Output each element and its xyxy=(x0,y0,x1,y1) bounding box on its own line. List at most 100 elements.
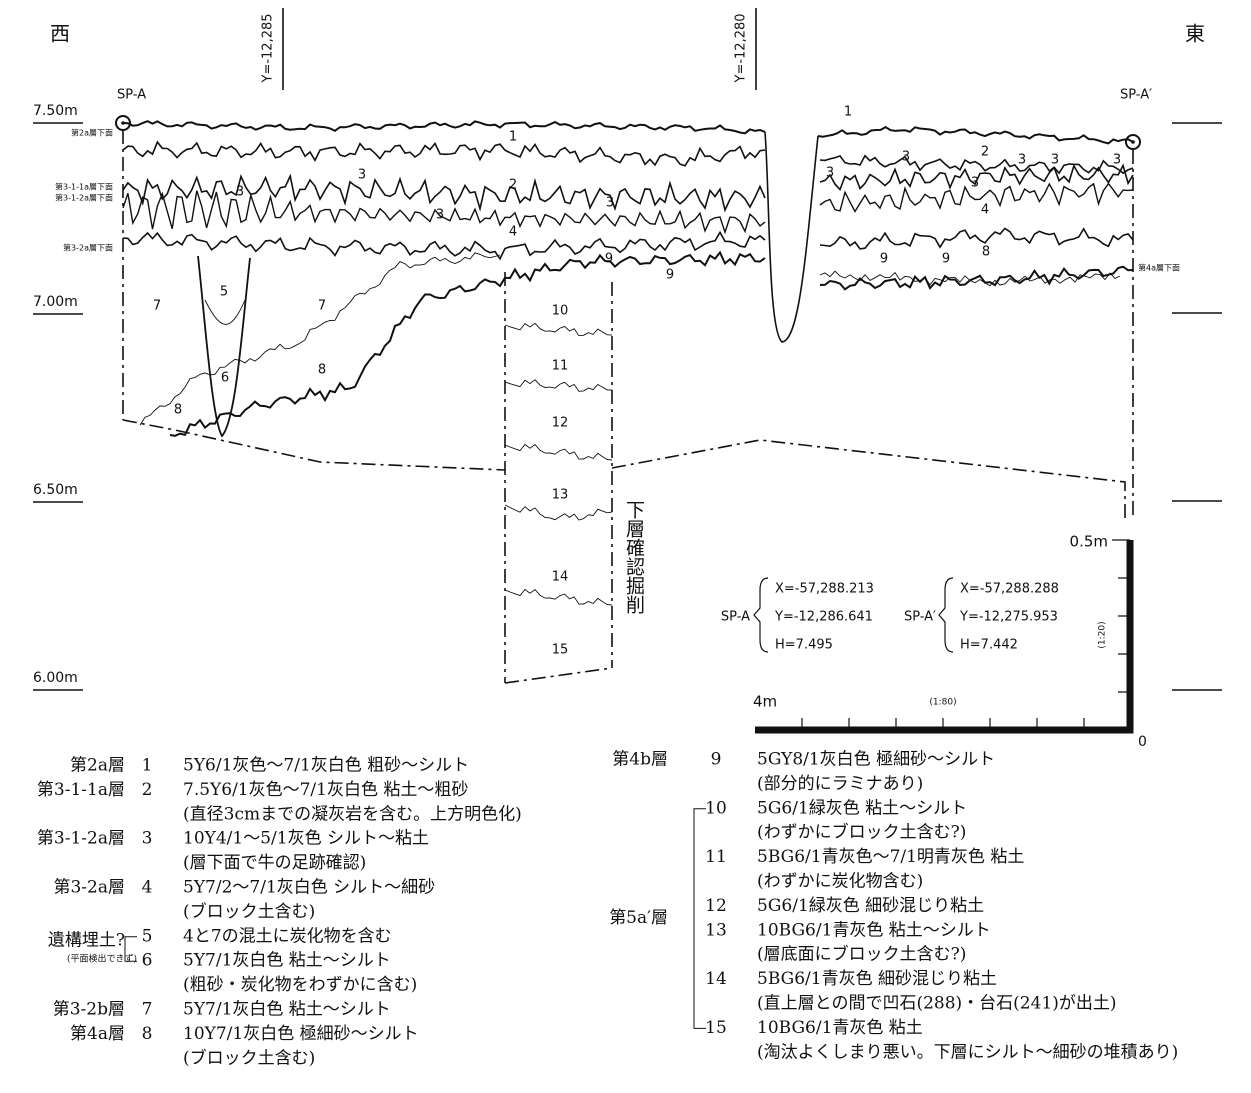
legend-number: 12 xyxy=(705,896,727,916)
layer-number: 8 xyxy=(318,363,326,378)
legend-layer: 第3-1-1a層 xyxy=(37,780,125,800)
layer-number: 6 xyxy=(221,371,229,386)
legend-text: (層底面にブロック土含む?) xyxy=(757,944,966,965)
scale-ratio: (1:80) xyxy=(929,698,956,708)
legend-number: 3 xyxy=(142,829,153,849)
legend-number: 6 xyxy=(142,951,153,971)
layer-number: 4 xyxy=(509,225,517,240)
surface-label: 第3-1-1a層下面 xyxy=(55,182,113,192)
coordinate: Y=-12,286.641 xyxy=(774,610,873,625)
layer-number: 9 xyxy=(880,252,888,267)
stratum-line xyxy=(140,253,500,425)
legend-text: 5G6/1緑灰色 細砂混じり粘土 xyxy=(757,896,984,916)
legend-text: 7.5Y6/1灰色〜7/1灰白色 粘土〜粗砂 xyxy=(183,780,468,800)
legend-text: 5Y7/2〜7/1灰白色 シルト〜細砂 xyxy=(183,878,435,898)
feature-line xyxy=(205,300,245,324)
feature-line xyxy=(198,256,250,436)
scale-label: 4m xyxy=(753,693,777,711)
legend-text: (層下面で牛の足跡確認) xyxy=(183,853,366,873)
legend-text: 5Y7/1灰白色 粘土〜シルト xyxy=(183,951,391,971)
legend-layer: 第3-1-2a層 xyxy=(37,829,125,849)
point-label: SP-A′ xyxy=(1120,88,1152,103)
direction-label: 東 xyxy=(1185,22,1205,46)
stratum-line xyxy=(820,271,1120,286)
legend-number: 5 xyxy=(142,926,153,946)
layer-number: 3 xyxy=(436,208,444,223)
legend-number: 9 xyxy=(711,750,722,770)
elevation-label: 7.50m xyxy=(33,103,78,119)
layer-number: 2 xyxy=(509,178,517,193)
stratum-line xyxy=(123,142,765,166)
elevation-label: 6.00m xyxy=(33,670,78,686)
stratum-line xyxy=(505,445,612,461)
legend-text: (ブロック土含む) xyxy=(183,1047,315,1068)
coordinate: Y=-12,275.953 xyxy=(959,610,1058,625)
legend-bracket xyxy=(694,809,706,1029)
stratum-line xyxy=(505,380,612,392)
legend-text: (直上層との間で凹石(288)・台石(241)が出土) xyxy=(757,994,1117,1014)
stratum-line xyxy=(820,267,1133,290)
legend-text: 10BG6/1青灰色 粘土〜シルト xyxy=(757,920,991,940)
legend-text: 10BG6/1青灰色 粘土 xyxy=(757,1018,923,1038)
legend-number: 2 xyxy=(142,780,153,800)
layer-number: 8 xyxy=(982,245,990,260)
legend-text: (部分的にラミナあり) xyxy=(757,774,923,794)
scale-ratio: (1:20) xyxy=(1098,621,1108,648)
coordinate: X=-57,288.213 xyxy=(775,582,874,597)
stratum-line xyxy=(505,323,612,335)
direction-label: 西 xyxy=(50,22,70,46)
layer-number: 3 xyxy=(1113,153,1121,168)
surface-label: 第3-1-2a層下面 xyxy=(55,193,113,203)
scale-label: 0 xyxy=(1138,734,1147,750)
surface-label: 第2a層下面 xyxy=(71,128,113,138)
legend-text: 5Y7/1灰白色 粘土〜シルト xyxy=(183,1000,391,1020)
legend-layer: 第3-2b層 xyxy=(53,1000,125,1020)
legend-number: 10 xyxy=(705,798,727,818)
excavation-note: 下層確認掘削 xyxy=(623,500,645,614)
coordinate-point: SP-A′ xyxy=(904,610,936,625)
stratum-line xyxy=(505,590,612,606)
soil-section-figure: 西 東 Y=-12,285 Y=-12,280 SP-A SP-A′ 7.50m… xyxy=(0,0,1251,1093)
layer-number: 9 xyxy=(605,252,613,267)
legend-layer: 第4a層 xyxy=(70,1024,125,1044)
legend-layer: 第4b層 xyxy=(612,750,668,770)
scale-ticks xyxy=(802,540,1130,730)
layer-number: 1 xyxy=(844,105,852,120)
layer-number: 8 xyxy=(174,403,182,418)
elevation-label: 6.50m xyxy=(33,482,78,498)
stratum-line xyxy=(820,156,1133,173)
legend-number: 8 xyxy=(142,1024,153,1044)
legend-number: 11 xyxy=(705,847,727,867)
grid-label: Y=-12,280 xyxy=(734,13,749,83)
legend-layer: 第5a′層 xyxy=(609,908,668,928)
stratum-line xyxy=(170,253,765,436)
layer-number: 13 xyxy=(552,488,569,503)
legend-layer: 第3-2a層 xyxy=(53,878,125,898)
legend-text: 5G6/1緑灰色 粘土〜シルト xyxy=(757,798,967,818)
legend-number: 7 xyxy=(142,1000,153,1020)
stratum-line xyxy=(505,505,612,520)
grid-label: Y=-12,285 xyxy=(261,13,276,83)
legend-text: 10Y4/1〜5/1灰色 シルト〜粘土 xyxy=(183,829,429,849)
layer-number: 3 xyxy=(606,196,614,211)
brace xyxy=(939,578,953,652)
coordinate: H=7.495 xyxy=(775,638,833,653)
legend-note: (平面検出できず) xyxy=(67,953,137,965)
layer-number: 9 xyxy=(942,252,950,267)
layer-number: 3 xyxy=(1018,153,1026,168)
layer-number: 3 xyxy=(1051,153,1059,168)
scale-label: 0.5m xyxy=(1070,533,1108,551)
legend-text: 5Y6/1灰色〜7/1灰白色 粗砂〜シルト xyxy=(183,756,469,776)
legend-number: 4 xyxy=(142,878,153,898)
brace xyxy=(754,578,768,652)
legend-number: 13 xyxy=(705,920,727,940)
legend-text: (わずかにブロック土含む?) xyxy=(757,822,966,843)
legend-number: 15 xyxy=(705,1018,727,1038)
legend-text: (淘汰よくしまり悪い。下層にシルト〜細砂の堆積あり) xyxy=(757,1042,1178,1062)
layer-number: 14 xyxy=(552,570,569,585)
point-label: SP-A xyxy=(117,88,146,103)
legend-text: (直径3cmまでの凝灰岩を含む。上方明色化) xyxy=(183,804,522,824)
stratum-line xyxy=(123,121,765,133)
legend-layer: 第2a層 xyxy=(70,756,125,776)
